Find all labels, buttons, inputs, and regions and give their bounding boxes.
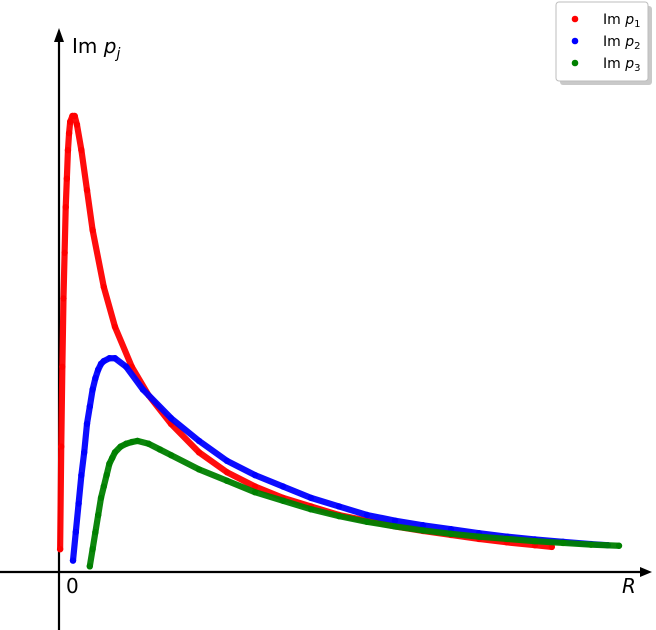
legend-box	[555, 1, 649, 82]
y-axis-arrow-icon	[54, 28, 64, 42]
series-layer	[56, 112, 623, 570]
x-axis-label: R	[622, 574, 636, 598]
legend-label: Im p2	[603, 34, 640, 52]
legend-marker-icon	[571, 37, 579, 45]
x-axis-arrow-icon	[640, 567, 652, 577]
series-3-trace	[86, 437, 623, 570]
legend-marker-icon	[571, 59, 579, 67]
series-1-trace	[57, 112, 555, 553]
y-axis-label: Im pj	[72, 34, 120, 62]
legend-item-1: Im p1	[571, 12, 640, 30]
legend-label: Im p3	[603, 56, 640, 74]
legend-item-2: Im p2	[571, 34, 640, 52]
series-3	[86, 437, 623, 570]
legend-item-3: Im p3	[571, 56, 640, 74]
series-2-trace	[69, 355, 611, 564]
legend-marker-icon	[571, 15, 579, 23]
legend-label: Im p1	[603, 12, 640, 30]
x-tick-label-0: 0	[66, 574, 79, 598]
legend: Im p1 Im p2 Im p3	[555, 1, 652, 85]
series-2	[69, 355, 611, 564]
series-1	[56, 112, 555, 553]
